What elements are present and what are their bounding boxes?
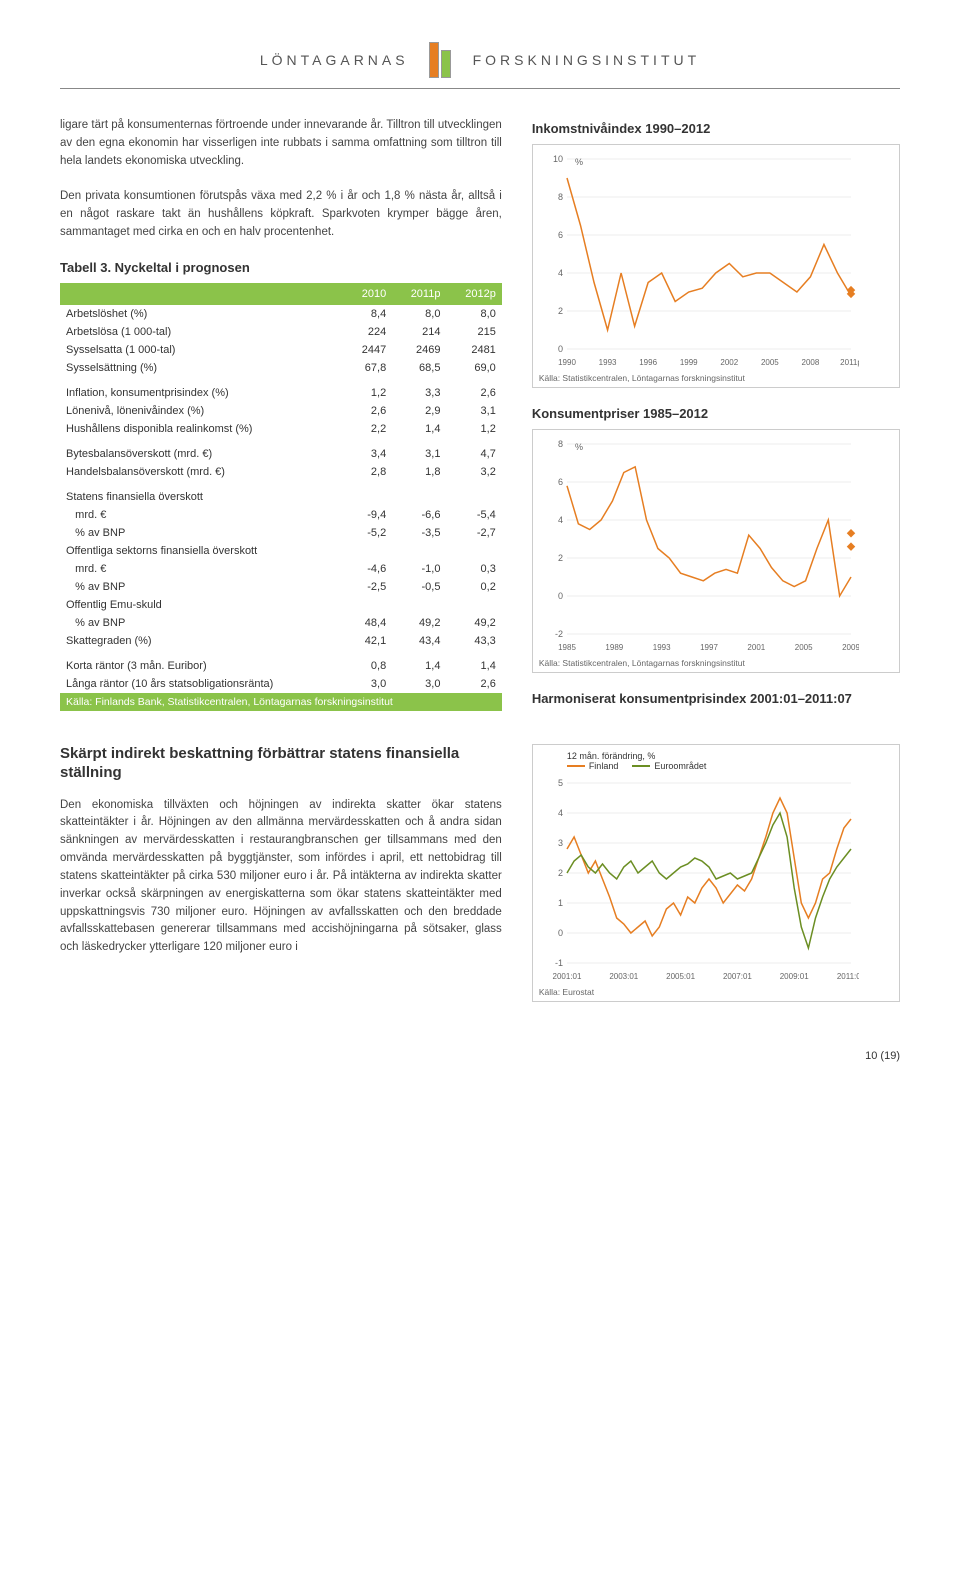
- chart1-title: Inkomstnivåindex 1990–2012: [532, 121, 900, 138]
- header-right: FORSKNINGSINSTITUT: [473, 52, 701, 68]
- chart3-box: 12 mån. förändring, % Finland Euroområde…: [532, 744, 900, 1002]
- svg-text:6: 6: [558, 230, 563, 240]
- svg-text:4: 4: [558, 515, 563, 525]
- svg-text:2001: 2001: [747, 643, 765, 652]
- svg-text:2011:01: 2011:01: [837, 972, 859, 981]
- chart2-source: Källa: Statistikcentralen, Löntagarnas f…: [539, 658, 895, 668]
- chart2-title: Konsumentpriser 1985–2012: [532, 406, 900, 423]
- svg-text:1999: 1999: [680, 358, 698, 367]
- svg-text:2009:01: 2009:01: [780, 972, 809, 981]
- svg-text:%: %: [575, 442, 583, 452]
- svg-text:0: 0: [558, 591, 563, 601]
- svg-text:2001:01: 2001:01: [552, 972, 581, 981]
- header-rule: [60, 88, 900, 89]
- paragraph-1: ligare tärt på konsumenternas förtroende…: [60, 117, 502, 170]
- svg-text:8: 8: [558, 439, 563, 449]
- svg-text:2002: 2002: [720, 358, 738, 367]
- svg-text:2009: 2009: [842, 643, 859, 652]
- svg-text:2003:01: 2003:01: [609, 972, 638, 981]
- chart2-box: -2 0 2 4 6 8% 1985 1989 1993 1997 2001 2005 2009 Käl…: [532, 429, 900, 673]
- chart3-legend-title: 12 mån. förändring, %: [567, 751, 895, 761]
- paragraph-2: Den privata konsumtionen förutspås växa …: [60, 188, 502, 241]
- svg-text:1996: 1996: [639, 358, 657, 367]
- svg-text:0: 0: [558, 928, 563, 938]
- svg-text:2: 2: [558, 306, 563, 316]
- svg-text:1990: 1990: [558, 358, 576, 367]
- svg-text:2007:01: 2007:01: [723, 972, 752, 981]
- svg-text:1993: 1993: [598, 358, 616, 367]
- svg-text:1985: 1985: [558, 643, 576, 652]
- svg-text:-1: -1: [555, 958, 563, 968]
- svg-text:5: 5: [558, 778, 563, 788]
- svg-text:2005:01: 2005:01: [666, 972, 695, 981]
- svg-text:1: 1: [558, 898, 563, 908]
- svg-text:2005: 2005: [795, 643, 813, 652]
- svg-text:10: 10: [553, 154, 563, 164]
- svg-text:0: 0: [558, 344, 563, 354]
- svg-text:2011p: 2011p: [840, 358, 859, 367]
- svg-text:%: %: [575, 157, 583, 167]
- chart3-legend: Finland Euroområdet: [567, 761, 895, 771]
- svg-text:1997: 1997: [700, 643, 718, 652]
- legend-finland: Finland: [589, 761, 619, 771]
- page-footer: 10 (19): [60, 1050, 900, 1062]
- svg-text:2008: 2008: [801, 358, 819, 367]
- svg-text:1989: 1989: [605, 643, 623, 652]
- svg-text:2: 2: [558, 553, 563, 563]
- svg-text:2005: 2005: [761, 358, 779, 367]
- svg-text:4: 4: [558, 808, 563, 818]
- svg-text:4: 4: [558, 268, 563, 278]
- svg-text:3: 3: [558, 838, 563, 848]
- svg-text:2: 2: [558, 868, 563, 878]
- svg-text:6: 6: [558, 477, 563, 487]
- bottom-title: Skärpt indirekt beskattning förbättrar s…: [60, 744, 502, 783]
- chart1-box: 0 2 4 6 8 10% 1990 1993 1996 1999 2002 2005 2008 2011…: [532, 144, 900, 388]
- svg-text:8: 8: [558, 192, 563, 202]
- svg-text:-2: -2: [555, 629, 563, 639]
- logo-icon: [421, 40, 461, 80]
- chart3-title: Harmoniserat konsumentprisindex 2001:01–…: [532, 691, 900, 708]
- legend-euro: Euroområdet: [654, 761, 706, 771]
- key-figures-table: 20102011p2012p Arbetslöshet (%)8,48,08,0…: [60, 283, 502, 711]
- chart3-source: Källa: Eurostat: [539, 987, 895, 997]
- bottom-text: Den ekonomiska tillväxten och höjningen …: [60, 797, 502, 957]
- chart1-source: Källa: Statistikcentralen, Löntagarnas f…: [539, 373, 895, 383]
- svg-text:1993: 1993: [653, 643, 671, 652]
- header-left: LÖNTAGARNAS: [260, 52, 409, 68]
- table-title: Tabell 3. Nyckeltal i prognosen: [60, 260, 502, 275]
- page-header: LÖNTAGARNAS FORSKNINGSINSTITUT: [60, 40, 900, 80]
